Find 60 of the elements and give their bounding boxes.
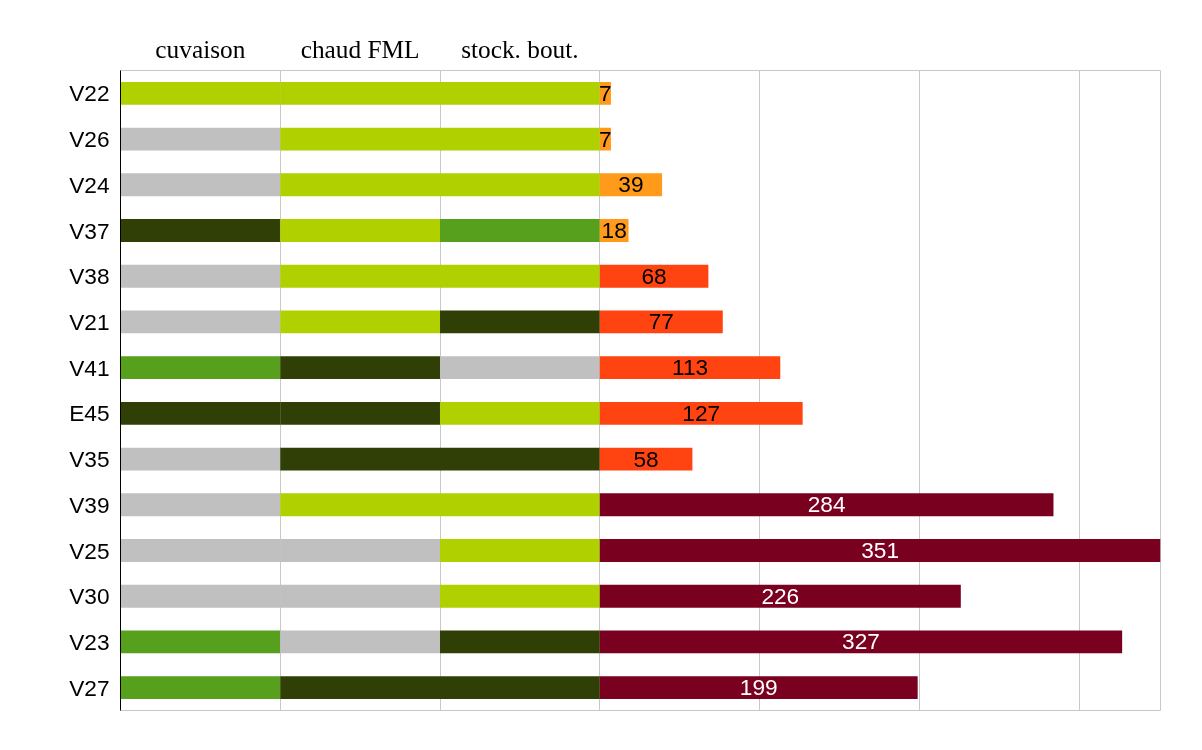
data-label: 284 bbox=[807, 491, 846, 518]
data-label: 226 bbox=[761, 582, 800, 609]
bar bbox=[120, 264, 281, 288]
bar bbox=[120, 493, 281, 517]
y-tick-label: V39 bbox=[69, 491, 110, 518]
data-label: 127 bbox=[682, 399, 721, 426]
data-label: 77 bbox=[648, 308, 674, 335]
bar bbox=[599, 493, 1054, 517]
bar bbox=[599, 310, 723, 334]
data-label: 68 bbox=[641, 262, 667, 289]
series-label: chaud FML bbox=[300, 34, 420, 63]
bar bbox=[120, 447, 281, 471]
data-label: 199 bbox=[739, 674, 778, 701]
bar bbox=[599, 676, 918, 700]
data-label: 18 bbox=[601, 217, 627, 243]
bar bbox=[599, 584, 961, 608]
y-tick-label: V41 bbox=[69, 354, 110, 381]
y-tick-label: V25 bbox=[69, 537, 110, 564]
y-tick-label: V37 bbox=[69, 217, 110, 244]
y-tick-label: V22 bbox=[69, 80, 110, 107]
bar bbox=[280, 310, 441, 334]
bar bbox=[599, 401, 803, 425]
bar bbox=[440, 310, 600, 334]
y-tick-label: V35 bbox=[69, 446, 110, 473]
y-tick-label: E45 bbox=[69, 400, 110, 427]
bar bbox=[280, 356, 441, 380]
data-label: 351 bbox=[861, 537, 900, 563]
y-tick-label: V38 bbox=[69, 263, 110, 290]
bar bbox=[440, 401, 600, 425]
bar bbox=[599, 264, 709, 288]
bar bbox=[599, 630, 1123, 654]
data-label: 39 bbox=[618, 171, 644, 198]
series-label: cuvaison bbox=[155, 34, 246, 63]
data-label: 327 bbox=[842, 628, 880, 655]
series-label: stock. bout. bbox=[461, 34, 579, 63]
bar bbox=[280, 219, 441, 242]
y-tick-label: V27 bbox=[69, 674, 110, 701]
bar bbox=[120, 173, 281, 197]
bar bbox=[599, 356, 781, 380]
y-tick-label: V30 bbox=[69, 583, 110, 610]
y-tick-label: V24 bbox=[69, 171, 110, 198]
data-label: 113 bbox=[671, 354, 709, 381]
data-label: 58 bbox=[633, 445, 659, 472]
bar bbox=[120, 630, 281, 654]
data-label: 7 bbox=[599, 125, 612, 152]
bar bbox=[440, 630, 600, 654]
y-tick-label: V26 bbox=[69, 126, 110, 153]
y-tick-label: V23 bbox=[69, 628, 110, 655]
bar bbox=[120, 127, 281, 151]
bar bbox=[599, 539, 1161, 562]
bar bbox=[440, 219, 600, 242]
bar bbox=[120, 356, 281, 380]
bar bbox=[440, 539, 600, 562]
y-tick-label: V21 bbox=[69, 308, 110, 335]
bar bbox=[120, 310, 281, 334]
bar bbox=[120, 676, 281, 700]
bar bbox=[599, 447, 693, 471]
data-label: 7 bbox=[599, 79, 612, 106]
bar bbox=[120, 219, 281, 242]
bar bbox=[440, 584, 600, 608]
